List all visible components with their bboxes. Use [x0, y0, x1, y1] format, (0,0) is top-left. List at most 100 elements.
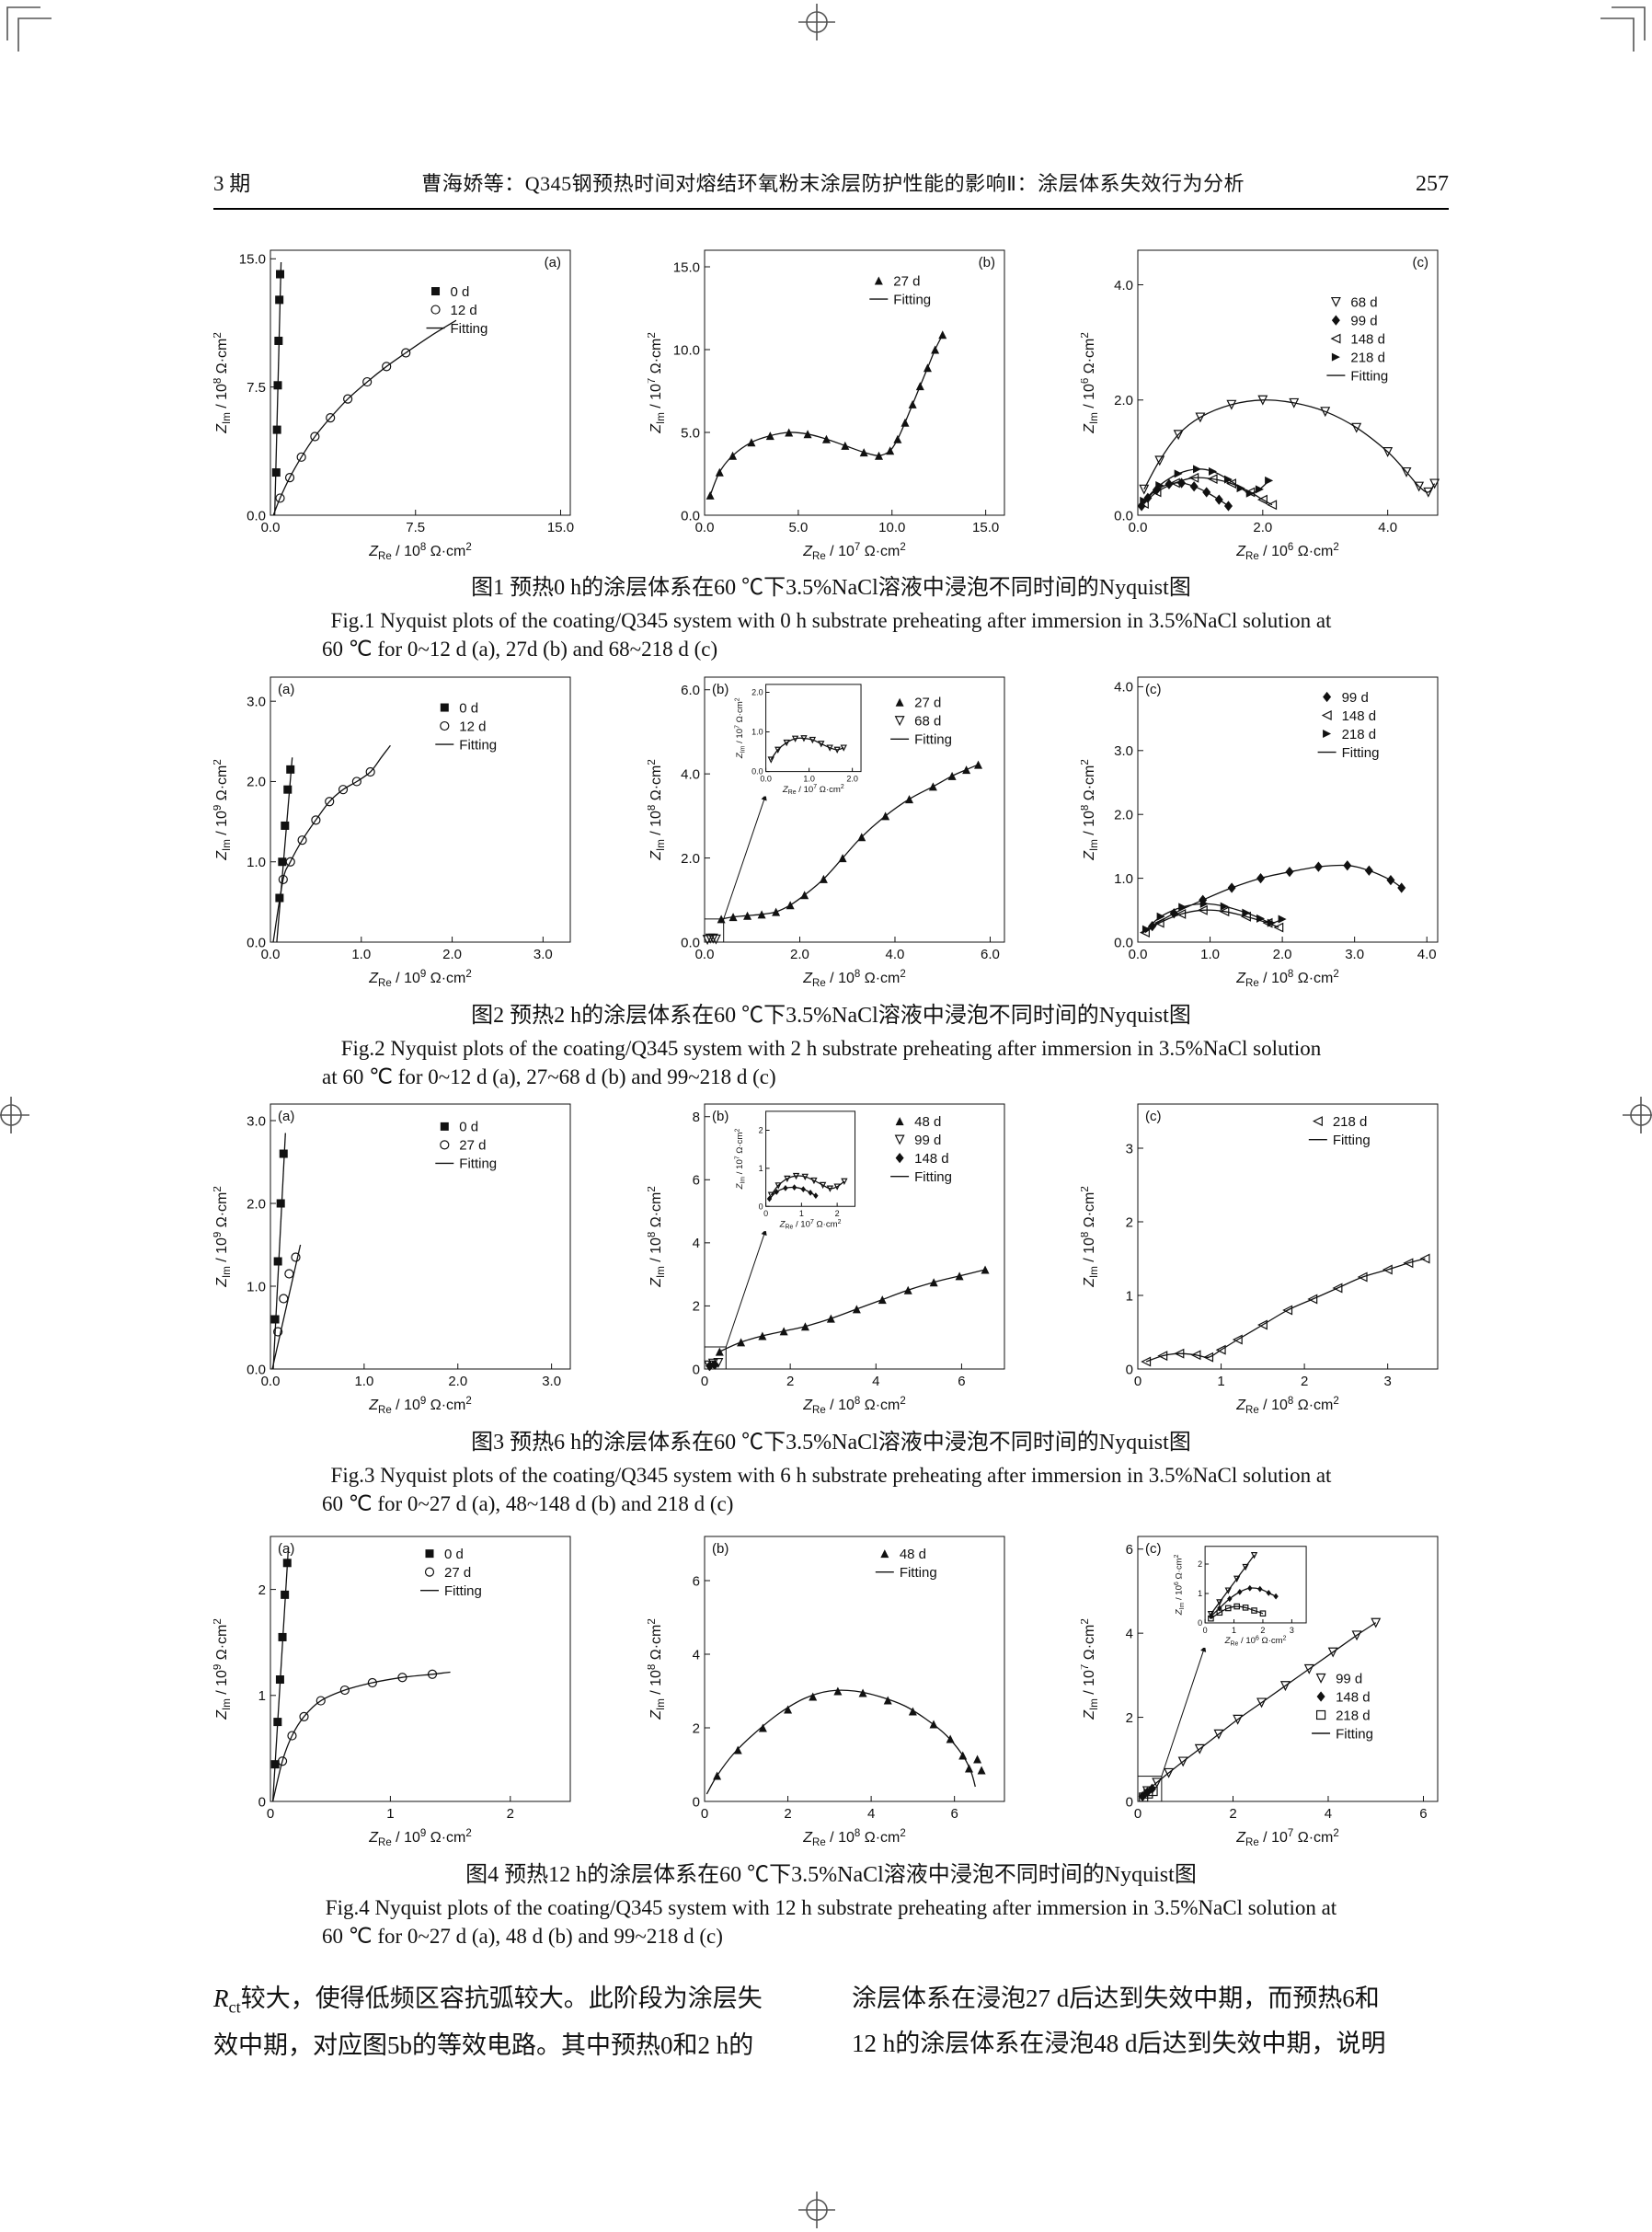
svg-text:6: 6 — [950, 1806, 958, 1822]
nyquist-plot-fig3a: 0.0 1.0 2.0 3.0 0.0 1.0 2.0 3.0 ZRe​ / 109​ Ω·cm… — [213, 1095, 581, 1417]
svg-text:1: 1 — [386, 1806, 394, 1822]
svg-text:48 d: 48 d — [899, 1547, 925, 1562]
figure-1-caption: 图1 预热0 h的涂层体系在60 ℃下3.5%NaCl溶液中浸泡不同时间的Nyq… — [213, 569, 1449, 662]
svg-text:(c): (c) — [1145, 682, 1162, 697]
svg-text:0 d: 0 d — [444, 1547, 464, 1562]
figure-3-plots: 0.0 1.0 2.0 3.0 0.0 1.0 2.0 3.0 ZRe​ / 109​ Ω·cm… — [213, 1095, 1449, 1417]
svg-text:4.0: 4.0 — [681, 766, 700, 782]
svg-text:4.0: 4.0 — [1114, 278, 1133, 293]
journal-issue: 3 期 — [213, 172, 251, 195]
svg-text:Fitting: Fitting — [1342, 745, 1380, 761]
svg-text:15.0: 15.0 — [972, 520, 999, 535]
svg-text:ZIm​ / 107​ Ω·cm2​: ZIm​ / 107​ Ω·cm2​ — [1081, 1618, 1100, 1720]
svg-text:4.0: 4.0 — [1417, 947, 1437, 962]
svg-text:Fitting: Fitting — [459, 1156, 497, 1172]
svg-text:(c): (c) — [1145, 1541, 1162, 1557]
svg-text:(b): (b) — [712, 1109, 728, 1124]
svg-text:Fitting: Fitting — [893, 292, 931, 307]
nyquist-plot-fig4c: 0 2 4 6 0 2 4 6 ZRe​ / 107​ Ω·cm2​ ZIm​ / 107​ Ω·… — [1081, 1527, 1449, 1849]
svg-text:0.0: 0.0 — [1114, 935, 1133, 950]
svg-text:148 d: 148 d — [1336, 1689, 1371, 1705]
svg-text:3: 3 — [1383, 1374, 1391, 1389]
svg-text:1.0: 1.0 — [247, 855, 266, 870]
svg-text:2: 2 — [758, 1126, 763, 1135]
svg-text:2.0: 2.0 — [846, 774, 858, 783]
body-line: 效中期，对应图5b的等效电路。其中预热0和2 h的 — [213, 2031, 754, 2059]
svg-text:0.0: 0.0 — [1114, 508, 1133, 523]
svg-text:99 d: 99 d — [1342, 690, 1369, 706]
svg-text:4: 4 — [692, 1647, 699, 1662]
svg-text:(a): (a) — [278, 682, 294, 697]
svg-text:4: 4 — [866, 1806, 874, 1822]
svg-text:4: 4 — [1325, 1806, 1332, 1822]
svg-text:(a): (a) — [545, 255, 561, 270]
crop-mark-top-right-inner — [1600, 17, 1635, 52]
svg-text:6.0: 6.0 — [981, 947, 1000, 962]
svg-text:7.5: 7.5 — [406, 520, 425, 535]
svg-text:3: 3 — [1290, 1626, 1294, 1635]
body-line: 涂层体系在浸泡27 d后达到失效中期，而预热6和 — [852, 1985, 1380, 2012]
body-left-column: Rct较大，使得低频区容抗弧较大。此阶段为涂层失 效中期，对应图5b的等效电路。… — [213, 1976, 802, 2068]
svg-text:12 d: 12 d — [459, 719, 486, 734]
svg-text:2.0: 2.0 — [681, 851, 700, 867]
svg-text:(b): (b) — [712, 682, 728, 697]
svg-text:4: 4 — [692, 1236, 699, 1251]
svg-text:ZIm​ / 108​ Ω·cm2​: ZIm​ / 108​ Ω·cm2​ — [1081, 1186, 1100, 1288]
svg-text:(a): (a) — [278, 1541, 294, 1557]
svg-text:ZRe​ / 108​ Ω·cm2​: ZRe​ / 108​ Ω·cm2​ — [1235, 969, 1339, 989]
svg-text:0 d: 0 d — [451, 284, 470, 300]
svg-text:2.0: 2.0 — [247, 1196, 266, 1212]
svg-text:2: 2 — [258, 1582, 266, 1598]
svg-text:1.0: 1.0 — [351, 947, 371, 962]
svg-text:4: 4 — [1126, 1626, 1133, 1641]
svg-text:ZIm​ / 107​ Ω·cm2​: ZIm​ / 107​ Ω·cm2​ — [734, 697, 746, 759]
svg-text:0.0: 0.0 — [694, 520, 714, 535]
svg-text:ZIm​ / 107​ Ω·cm2​: ZIm​ / 107​ Ω·cm2​ — [734, 1129, 746, 1191]
svg-text:ZRe​ / 107​ Ω·cm2​: ZRe​ / 107​ Ω·cm2​ — [781, 784, 843, 796]
svg-text:ZRe​ / 108​ Ω·cm2​: ZRe​ / 108​ Ω·cm2​ — [802, 1396, 906, 1416]
svg-text:3.0: 3.0 — [1114, 743, 1133, 759]
svg-text:6: 6 — [1126, 1542, 1133, 1558]
svg-text:ZRe​ / 109​ Ω·cm2​: ZRe​ / 109​ Ω·cm2​ — [368, 969, 472, 989]
svg-text:2: 2 — [1260, 1626, 1265, 1635]
body-right-column: 涂层体系在浸泡27 d后达到失效中期，而预热6和 12 h的涂层体系在浸泡48 … — [852, 1976, 1440, 2068]
svg-text:99 d: 99 d — [1336, 1671, 1362, 1686]
svg-text:ZRe​ / 108​ Ω·cm2​: ZRe​ / 108​ Ω·cm2​ — [368, 542, 472, 562]
svg-text:218 d: 218 d — [1350, 350, 1385, 365]
svg-text:12 d: 12 d — [451, 303, 477, 318]
svg-text:Fitting: Fitting — [914, 1169, 952, 1185]
svg-text:1.0: 1.0 — [1114, 871, 1133, 887]
crop-mark-top-left — [6, 6, 40, 40]
svg-text:ZRe​ / 109​ Ω·cm2​: ZRe​ / 109​ Ω·cm2​ — [368, 1828, 472, 1848]
svg-text:0: 0 — [258, 1794, 266, 1810]
svg-text:ZIm​ / 108​ Ω·cm2​: ZIm​ / 108​ Ω·cm2​ — [648, 1618, 667, 1720]
svg-text:48 d: 48 d — [914, 1114, 941, 1130]
svg-text:(c): (c) — [1413, 255, 1429, 270]
svg-text:6: 6 — [692, 1173, 699, 1189]
svg-text:1.0: 1.0 — [354, 1374, 373, 1389]
crop-mark-top-left-inner — [17, 17, 52, 52]
svg-text:ZRe​ / 106​ Ω·cm2​: ZRe​ / 106​ Ω·cm2​ — [1224, 1636, 1287, 1648]
svg-text:2.0: 2.0 — [448, 1374, 467, 1389]
svg-text:Fitting: Fitting — [451, 321, 488, 337]
body-line: 12 h的涂层体系在浸泡48 d后达到失效中期，说明 — [852, 2030, 1386, 2058]
svg-text:27 d: 27 d — [893, 273, 920, 289]
svg-text:(a): (a) — [278, 1109, 294, 1124]
svg-text:15.0: 15.0 — [672, 259, 699, 275]
figure-1-caption-english-line2: 60 ℃ for 0~12 d (a), 27d (b) and 68~218 … — [322, 638, 718, 661]
svg-text:2: 2 — [692, 1299, 699, 1315]
svg-text:ZIm​ / 106​ Ω·cm2​: ZIm​ / 106​ Ω·cm2​ — [1081, 332, 1100, 434]
svg-text:ZRe​ / 109​ Ω·cm2​: ZRe​ / 109​ Ω·cm2​ — [368, 1396, 472, 1416]
svg-text:ZRe​ / 107​ Ω·cm2​: ZRe​ / 107​ Ω·cm2​ — [1235, 1828, 1339, 1848]
svg-text:0.0: 0.0 — [760, 774, 772, 783]
svg-text:27 d: 27 d — [444, 1565, 471, 1581]
figure-2-caption-english-line2: at 60 ℃ for 0~12 d (a), 27~68 d (b) and … — [322, 1065, 776, 1088]
registration-circle-top — [806, 11, 828, 33]
nyquist-plot-fig4b: 0 2 4 6 0 2 4 6 ZRe​ / 108​ Ω·cm2​ ZIm​ / 108​ Ω·… — [647, 1527, 1015, 1849]
svg-text:6: 6 — [1419, 1806, 1427, 1822]
svg-text:6: 6 — [958, 1374, 965, 1389]
svg-text:ZRe​ / 108​ Ω·cm2​: ZRe​ / 108​ Ω·cm2​ — [802, 969, 906, 989]
figure-3-caption-english-line1: Fig.3 Nyquist plots of the coating/Q345 … — [330, 1464, 1332, 1487]
svg-text:15.0: 15.0 — [547, 520, 574, 535]
svg-text:6.0: 6.0 — [681, 683, 700, 698]
